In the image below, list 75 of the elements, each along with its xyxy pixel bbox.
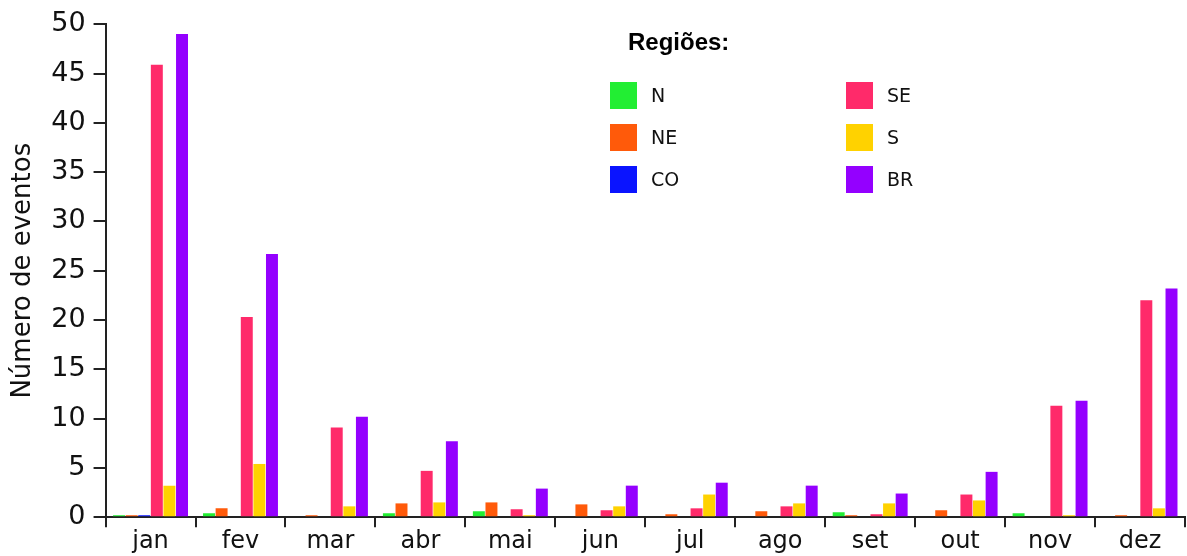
legend-label: BR <box>887 168 914 190</box>
bar <box>395 503 408 517</box>
x-tick-label: mai <box>487 525 533 554</box>
bar <box>575 504 588 517</box>
legend-label: SE <box>887 84 912 106</box>
y-tick-label: 10 <box>51 400 86 432</box>
x-tick-label: set <box>851 525 889 554</box>
x-tick-label: ago <box>757 525 803 554</box>
bar <box>343 506 356 517</box>
y-axis-title: Número de eventos <box>6 142 37 399</box>
bar <box>535 488 548 517</box>
x-tick-label: abr <box>400 525 441 554</box>
bar <box>445 441 458 517</box>
y-tick-label: 25 <box>51 252 86 284</box>
bar <box>600 510 613 517</box>
x-tick-label: out <box>940 525 980 554</box>
bar <box>613 506 626 517</box>
bar <box>265 253 278 517</box>
bar <box>163 485 176 517</box>
bar <box>355 416 368 517</box>
bar <box>1165 288 1178 517</box>
bar <box>1050 405 1063 517</box>
y-tick-label: 30 <box>51 203 86 235</box>
y-tick-label: 0 <box>68 499 86 531</box>
bar <box>472 511 485 517</box>
x-tick-label: dez <box>1118 525 1162 554</box>
x-tick-label: jul <box>674 525 705 554</box>
bar <box>240 317 253 517</box>
bar <box>793 503 806 517</box>
x-tick-label: fev <box>221 525 260 554</box>
bar <box>203 513 215 517</box>
x-tick-label: jun <box>580 525 619 554</box>
bar <box>1075 400 1088 517</box>
bar <box>625 485 638 517</box>
bar <box>690 508 703 517</box>
y-tick-label: 40 <box>51 104 86 136</box>
legend-label: CO <box>651 168 680 190</box>
y-tick-label: 15 <box>51 351 86 383</box>
bar <box>832 512 845 517</box>
x-tick-label: jan <box>131 525 169 554</box>
bar <box>253 463 266 517</box>
y-tick-label: 20 <box>51 302 86 334</box>
bar <box>433 502 446 517</box>
bar <box>1012 513 1025 517</box>
bar <box>805 485 818 517</box>
bar <box>215 508 228 517</box>
legend-label: NE <box>651 126 678 148</box>
bar <box>960 494 973 517</box>
bar <box>985 471 998 517</box>
bar <box>935 510 948 517</box>
bar <box>485 502 498 517</box>
bar <box>176 34 188 517</box>
bar <box>780 506 793 517</box>
bar <box>883 503 896 517</box>
y-tick-label: 50 <box>51 6 86 38</box>
legend-title: Regiões: <box>628 28 731 56</box>
bar <box>1152 508 1165 517</box>
bar <box>1140 300 1153 517</box>
bar <box>382 513 395 517</box>
y-tick-label: 35 <box>51 154 86 186</box>
y-tick-label: 5 <box>68 449 86 481</box>
legend-label: S <box>887 126 900 148</box>
x-tick-label: mar <box>306 525 355 554</box>
bar <box>150 64 163 517</box>
bar <box>895 493 908 517</box>
bar <box>510 509 523 517</box>
y-tick-label: 45 <box>51 55 86 87</box>
bar <box>755 511 768 517</box>
bar <box>330 427 343 517</box>
legend-label: N <box>651 84 666 106</box>
x-tick-label: nov <box>1028 525 1073 554</box>
bar <box>715 482 728 517</box>
bar <box>973 500 985 517</box>
bar <box>420 470 433 517</box>
bar <box>703 494 716 517</box>
